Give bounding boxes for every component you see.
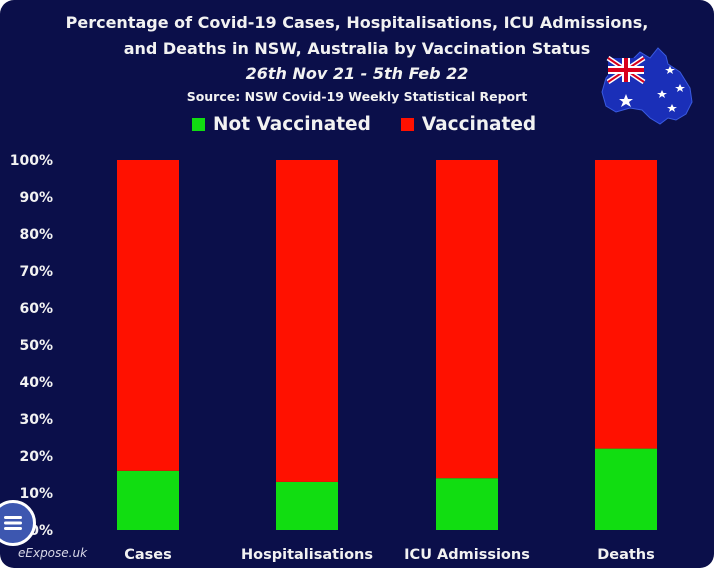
menu-button[interactable] — [0, 500, 36, 546]
legend-label-vaccinated: Vaccinated — [421, 114, 537, 135]
chart-legend: Not Vaccinated Vaccinated — [192, 114, 566, 135]
bar-cases-vaccinated — [117, 160, 179, 471]
bars-group — [117, 160, 657, 530]
legend-swatch-not-vaccinated — [192, 118, 205, 131]
y-tick-label: 60% — [19, 301, 53, 317]
bar-icu-admissions-vaccinated — [436, 160, 498, 479]
bar-icu-admissions-not-vaccinated — [436, 478, 498, 530]
y-tick-label: 10% — [19, 486, 53, 502]
y-tick-label: 50% — [19, 338, 53, 354]
x-tick-label: Cases — [124, 547, 172, 563]
legend-item-not-vaccinated: Not Vaccinated — [192, 114, 371, 135]
y-tick-label: 90% — [19, 190, 53, 206]
y-tick-label: 20% — [19, 449, 53, 465]
x-tick-label: ICU Admissions — [404, 547, 530, 563]
x-tick-label: Deaths — [597, 547, 655, 563]
y-tick-label: 70% — [19, 264, 53, 280]
bar-deaths-not-vaccinated — [595, 448, 657, 530]
bar-deaths-vaccinated — [595, 160, 657, 449]
bar-hospitalisations-not-vaccinated — [276, 481, 338, 530]
chart-subtitle: 26th Nov 21 - 5th Feb 22 — [245, 64, 469, 83]
chart-title-line2: and Deaths in NSW, Australia by Vaccinat… — [123, 39, 591, 58]
y-tick-label: 100% — [10, 153, 53, 169]
y-tick-label: 30% — [19, 412, 53, 428]
y-tick-label: 80% — [19, 227, 53, 243]
menu-lines-icon — [4, 516, 22, 530]
chart-source: Source: NSW Covid-19 Weekly Statistical … — [186, 89, 528, 104]
legend-label-not-vaccinated: Not Vaccinated — [213, 114, 371, 135]
australia-flag-map-icon — [601, 47, 693, 125]
y-axis-ticks: 0%10%20%30%40%50%60%70%80%90%100% — [10, 153, 53, 539]
watermark: eExpose.uk — [18, 546, 88, 560]
bar-hospitalisations-vaccinated — [276, 160, 338, 482]
chart-title: Percentage of Covid-19 Cases, Hospitalis… — [65, 13, 649, 32]
legend-item-vaccinated: Vaccinated — [400, 114, 537, 135]
x-axis-labels: Cases Hospitalisations ICU Admissions Death… — [124, 547, 655, 563]
y-tick-label: 40% — [19, 375, 53, 391]
bar-cases-not-vaccinated — [117, 470, 179, 530]
legend-swatch-vaccinated — [400, 118, 414, 131]
x-tick-label: Hospitalisations — [241, 547, 373, 563]
